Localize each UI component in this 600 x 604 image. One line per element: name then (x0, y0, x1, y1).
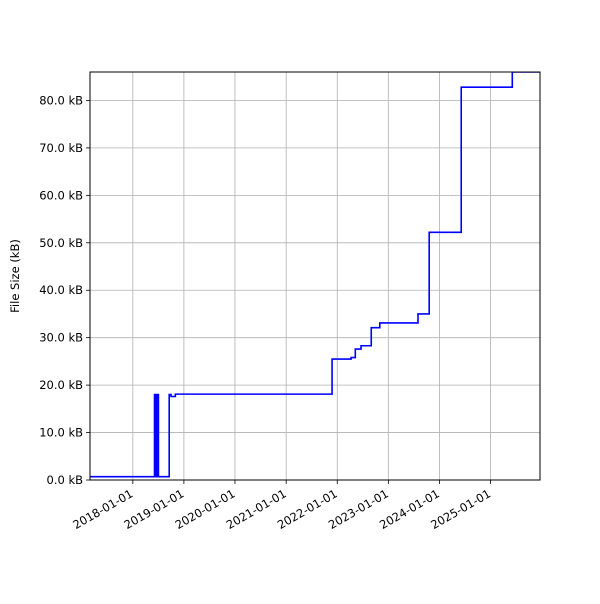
axes: 0.0 kB 10.0 kB 20.0 kB 30.0 kB 40.0 kB 50.0 k… (39, 93, 493, 532)
y-tick-label: 40.0 kB (39, 283, 83, 297)
y-axis-label: File Size (kB) (8, 239, 22, 313)
y-tick-label: 70.0 kB (39, 141, 83, 155)
y-tick-label: 0.0 kB (47, 473, 84, 487)
y-tick-label: 60.0 kB (39, 188, 83, 202)
y-tick-label: 10.0 kB (39, 426, 83, 440)
y-tick-label: 20.0 kB (39, 378, 83, 392)
y-tick-label: 30.0 kB (39, 331, 83, 345)
series-layer (90, 72, 540, 477)
series-line (90, 72, 540, 477)
y-tick-label: 50.0 kB (39, 236, 83, 250)
y-tick-label: 80.0 kB (39, 93, 83, 107)
